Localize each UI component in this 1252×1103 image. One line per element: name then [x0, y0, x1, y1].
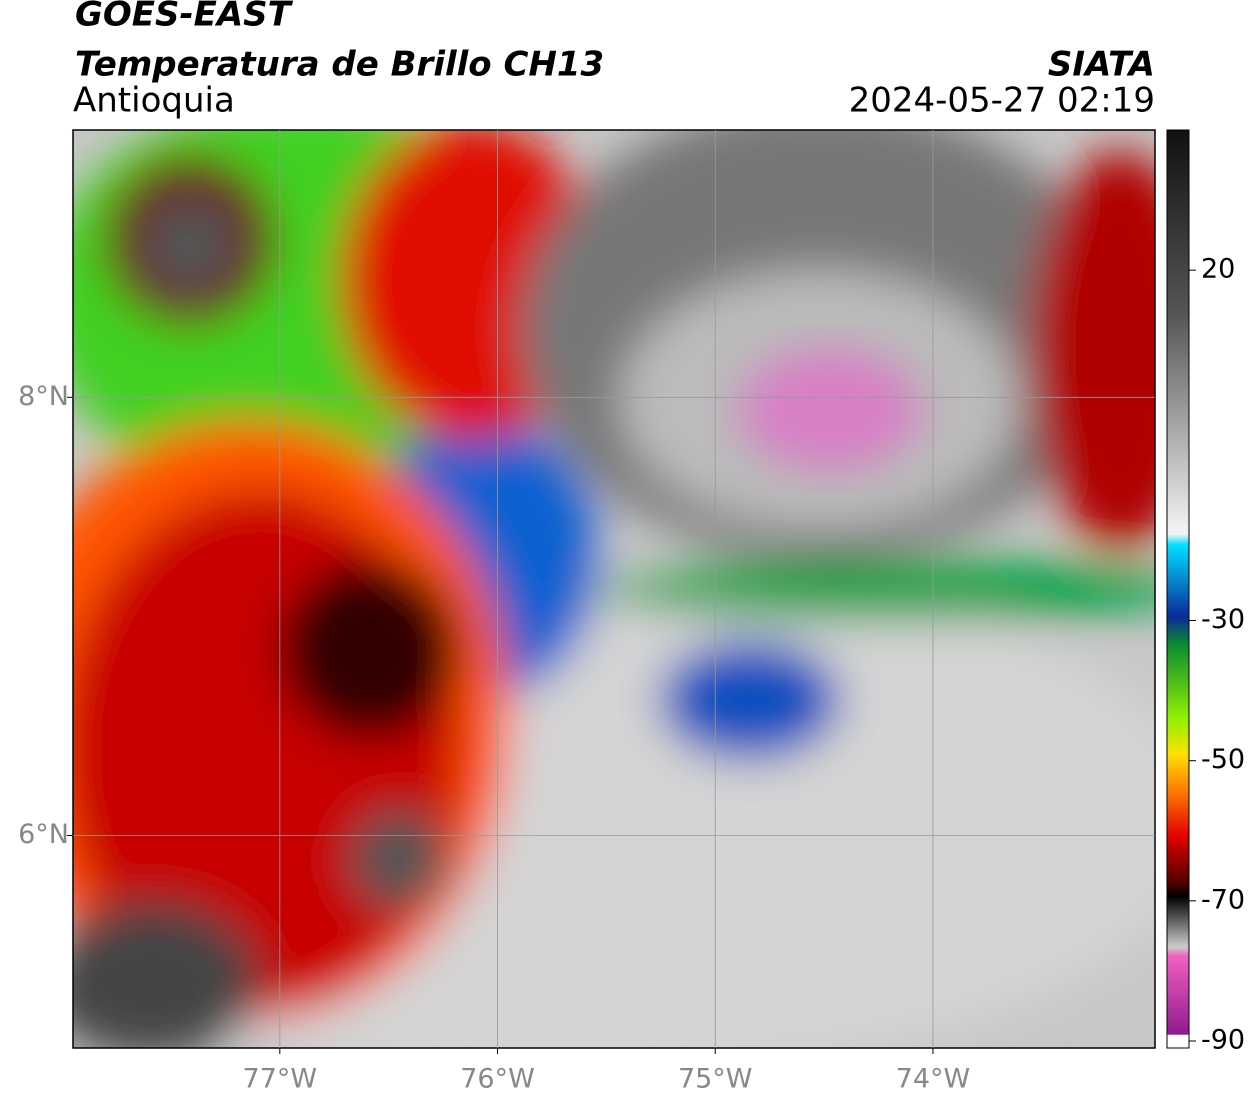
- x-tick-label: 74°W: [896, 1064, 971, 1095]
- x-tick-label: 76°W: [460, 1064, 535, 1095]
- map-frame: [72, 129, 1156, 1049]
- datetime: 2024-05-27 02:19: [849, 81, 1155, 121]
- title: GOES-EAST: [75, 0, 294, 35]
- colorbar-tick-label: -50: [1201, 744, 1245, 775]
- satellite-image: [73, 130, 1155, 1048]
- product: Temperatura de Brillo CH13: [75, 45, 604, 85]
- region: Antioquia: [73, 81, 235, 121]
- source: SIATA: [1048, 45, 1155, 85]
- colorbar-tick-label: -30: [1201, 604, 1245, 635]
- colorbar-tick-label: -70: [1201, 884, 1245, 915]
- colorbar-tick-label: -90: [1201, 1024, 1245, 1055]
- x-tick-label: 75°W: [678, 1064, 753, 1095]
- colorbar-tick-label: 20: [1201, 254, 1235, 285]
- y-tick-label: 8°N: [18, 381, 69, 412]
- y-tick-label: 6°N: [18, 819, 69, 850]
- x-tick-label: 77°W: [243, 1064, 318, 1095]
- colorbar: [1166, 129, 1190, 1049]
